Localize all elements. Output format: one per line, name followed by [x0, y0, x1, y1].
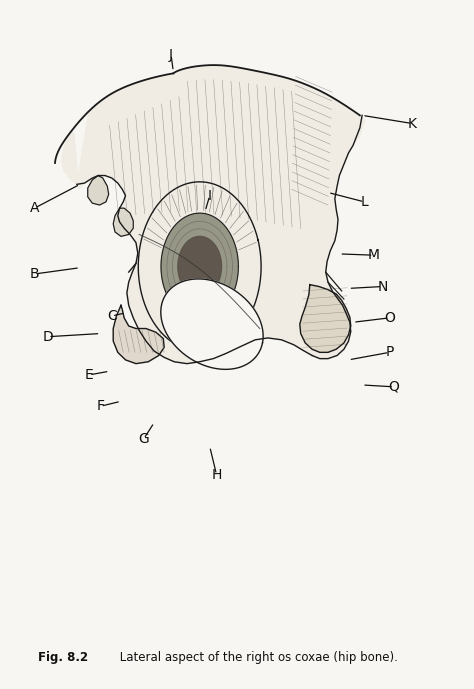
- Text: E: E: [85, 368, 93, 382]
- Polygon shape: [113, 208, 133, 236]
- Text: Q: Q: [389, 380, 400, 394]
- Text: B: B: [30, 267, 39, 281]
- Text: F: F: [97, 400, 104, 413]
- Text: Lateral aspect of the right os coxae (hip bone).: Lateral aspect of the right os coxae (hi…: [116, 652, 398, 664]
- Text: N: N: [377, 280, 388, 294]
- Text: H: H: [211, 468, 222, 482]
- Text: D: D: [43, 329, 54, 344]
- Polygon shape: [62, 65, 365, 364]
- Polygon shape: [300, 285, 351, 352]
- Text: M: M: [367, 248, 380, 263]
- Text: A: A: [30, 201, 39, 215]
- Text: J: J: [169, 48, 173, 61]
- Polygon shape: [88, 176, 109, 205]
- Text: O: O: [384, 311, 395, 325]
- Text: C: C: [107, 309, 117, 323]
- Text: Fig. 8.2: Fig. 8.2: [38, 652, 88, 664]
- Text: K: K: [408, 116, 417, 130]
- Polygon shape: [178, 236, 221, 296]
- Text: G: G: [138, 432, 149, 446]
- Polygon shape: [161, 279, 263, 369]
- Text: P: P: [385, 345, 393, 360]
- Text: I: I: [208, 189, 212, 203]
- Text: L: L: [361, 195, 368, 209]
- Polygon shape: [161, 213, 238, 320]
- Polygon shape: [113, 305, 164, 364]
